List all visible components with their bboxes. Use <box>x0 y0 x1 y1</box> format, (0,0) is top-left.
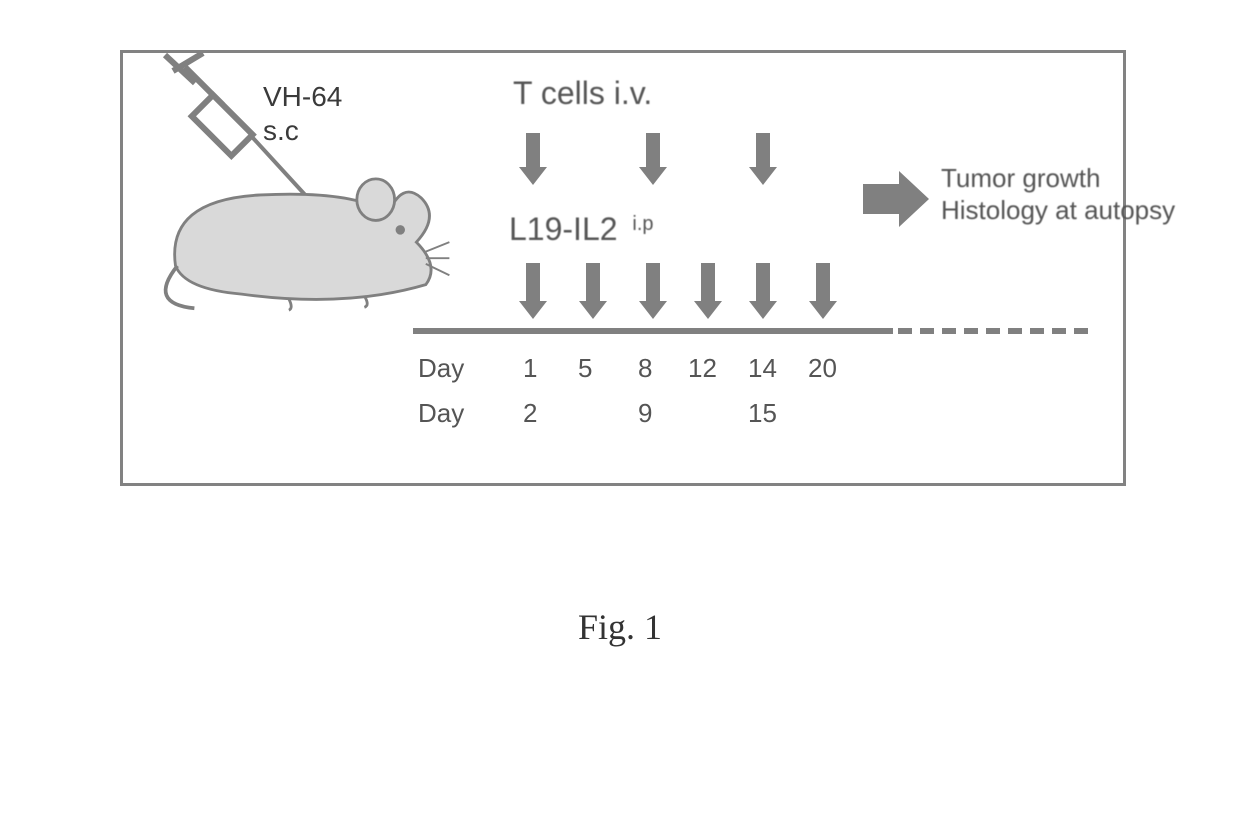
l19-sup: i.p <box>632 213 653 235</box>
day-row2-label: Day <box>418 398 464 429</box>
day-value: 9 <box>638 398 652 429</box>
day-value: 12 <box>688 353 717 384</box>
day-value: 14 <box>748 353 777 384</box>
injection-label-1: VH-64 <box>263 81 342 113</box>
figure-caption: Fig. 1 <box>120 606 1120 648</box>
day-value: 8 <box>638 353 652 384</box>
day-value: 20 <box>808 353 837 384</box>
diagram-panel: VH-64 s.c T cells i.v. <box>120 50 1126 486</box>
arrow-down-icon <box>643 263 663 319</box>
tcells-label: T cells i.v. <box>513 75 652 112</box>
arrow-down-icon <box>753 133 773 185</box>
arrow-down-icon <box>643 133 663 185</box>
figure: VH-64 s.c T cells i.v. <box>120 50 1120 648</box>
day-value: 15 <box>748 398 777 429</box>
outcome-line2: Histology at autopsy <box>941 195 1175 226</box>
outcome-arrow-icon <box>863 171 929 227</box>
arrow-down-icon <box>583 263 603 319</box>
timeline-dashed <box>898 328 1128 334</box>
mouse-icon <box>153 143 453 313</box>
day-value: 2 <box>523 398 537 429</box>
timeline-solid <box>413 328 893 334</box>
l19-label: L19-IL2 i.p <box>509 211 654 248</box>
outcome-line1: Tumor growth <box>941 163 1100 194</box>
arrow-down-icon <box>523 263 543 319</box>
l19-text: L19-IL2 <box>509 211 618 247</box>
day-value: 5 <box>578 353 592 384</box>
arrow-down-icon <box>753 263 773 319</box>
day-row1-label: Day <box>418 353 464 384</box>
day-value: 1 <box>523 353 537 384</box>
arrow-down-icon <box>523 133 543 185</box>
arrow-down-icon <box>813 263 833 319</box>
arrow-down-icon <box>698 263 718 319</box>
